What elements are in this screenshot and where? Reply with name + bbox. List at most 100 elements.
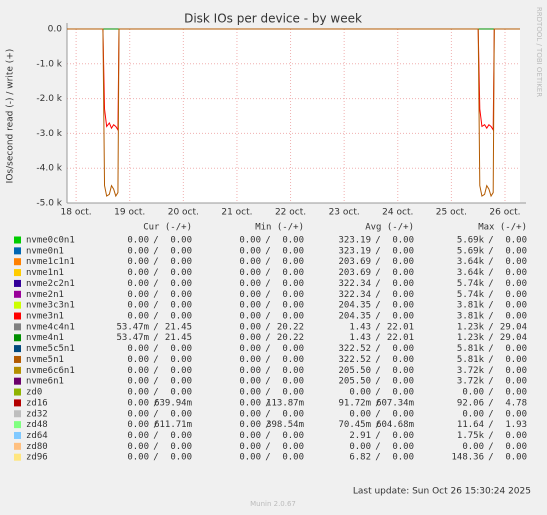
legend-swatch [14, 247, 21, 255]
stat-sep: / [153, 236, 158, 246]
stat-sep: / [153, 322, 158, 332]
stat-sep: / [488, 420, 493, 430]
stat-read: 0.00 [127, 268, 149, 278]
stat-write: 0.00 [170, 355, 192, 365]
stat-read: 0.00 [239, 420, 261, 430]
stat-read: 0.00 [239, 453, 261, 463]
legend-swatch [14, 399, 21, 407]
stat-read: 0.00 [239, 279, 261, 289]
stat-read: 91.72m [338, 398, 371, 408]
stat-sep: / [265, 398, 270, 408]
stat-read: 0.00 [239, 388, 261, 398]
stat-write: 21.45 [165, 333, 192, 343]
legend-label: nvme1n1 [26, 268, 64, 278]
legend-label: zd16 [26, 398, 48, 408]
stat-write: 0.00 [392, 366, 414, 376]
stat-read: 0.00 [239, 290, 261, 300]
stat-sep: / [265, 268, 270, 278]
stat-sep: / [488, 322, 493, 332]
stat-read: 322.52 [338, 344, 371, 354]
legend-label: nvme6n1 [26, 377, 64, 387]
stat-sep: / [375, 246, 380, 256]
stat-read: 0.00 [127, 442, 149, 452]
legend-swatch [14, 334, 21, 342]
stat-read: 1.75k [457, 431, 485, 441]
stat-read: 0.00 [239, 442, 261, 452]
legend-label: nvme1c1n1 [26, 257, 75, 267]
stat-read: 0.00 [127, 257, 149, 267]
legend-label: zd32 [26, 409, 48, 419]
stat-read: 3.81k [457, 301, 485, 311]
legend-swatch [14, 236, 21, 244]
stat-read: 148.36 [451, 453, 484, 463]
stat-sep: / [488, 257, 493, 267]
stat-sep: / [153, 398, 158, 408]
stat-read: 0.00 [462, 388, 484, 398]
stat-sep: / [488, 398, 493, 408]
x-tick-label: 19 oct. [114, 208, 145, 218]
stat-write: 0.00 [170, 290, 192, 300]
stat-sep: / [153, 453, 158, 463]
legend-label: zd0 [26, 388, 42, 398]
x-tick-label: 24 oct. [382, 208, 413, 218]
x-tick-label: 21 oct. [221, 208, 252, 218]
stat-read: 204.35 [338, 312, 371, 322]
data-line [67, 28, 520, 198]
stat-read: 0.00 [239, 268, 261, 278]
stat-read: 0.00 [127, 409, 149, 419]
legend-swatch [14, 410, 21, 418]
stat-sep: / [375, 257, 380, 267]
stat-sep: / [488, 236, 493, 246]
stat-write: 20.22 [277, 322, 304, 332]
stat-read: 0.00 [239, 236, 261, 246]
legend-swatch [14, 323, 21, 331]
stat-sep: / [488, 312, 493, 322]
stat-sep: / [265, 442, 270, 452]
stat-read: 205.50 [338, 377, 371, 387]
stat-sep: / [488, 344, 493, 354]
stat-read: 1.23k [457, 333, 485, 343]
stat-sep: / [375, 290, 380, 300]
stat-write: 0.00 [392, 377, 414, 387]
stat-read: 5.81k [457, 344, 485, 354]
stat-read: 53.47m [116, 322, 149, 332]
stat-sep: / [265, 301, 270, 311]
legend-swatch [14, 312, 21, 320]
stat-write: 0.00 [282, 344, 304, 354]
stat-sep: / [375, 279, 380, 289]
stat-write: 22.01 [387, 322, 414, 332]
stat-write: 0.00 [392, 246, 414, 256]
stat-write: 0.00 [170, 377, 192, 387]
stat-read: 0.00 [239, 366, 261, 376]
stat-read: 70.45m [338, 420, 371, 430]
stat-write: 0.00 [282, 279, 304, 289]
stat-read: 0.00 [239, 333, 261, 343]
stat-read: 0.00 [239, 409, 261, 419]
stat-sep: / [265, 388, 270, 398]
legend-label: nvme0n1 [26, 246, 64, 256]
stat-sep: / [153, 377, 158, 387]
legend-label: nvme4n1 [26, 333, 64, 343]
stat-write: 1.93 [505, 420, 527, 430]
stat-read: 322.34 [338, 279, 371, 289]
stat-sep: / [375, 344, 380, 354]
stat-write: 0.00 [282, 268, 304, 278]
stat-sep: / [375, 409, 380, 419]
stat-read: 0.00 [127, 344, 149, 354]
stat-read: 0.00 [127, 453, 149, 463]
stat-sep: / [265, 246, 270, 256]
stat-write: 0.00 [392, 268, 414, 278]
legend-label: zd96 [26, 453, 48, 463]
y-tick-label: 0.0 [48, 25, 63, 35]
stat-read: 5.81k [457, 355, 485, 365]
stat-sep: / [488, 388, 493, 398]
legend-swatch [14, 431, 21, 439]
stat-read: 0.00 [127, 246, 149, 256]
stat-sep: / [488, 377, 493, 387]
legend-swatch [14, 301, 21, 309]
stat-sep: / [265, 333, 270, 343]
stat-read: 203.69 [338, 257, 371, 267]
y-axis-label: IOs/second read (-) / write (+) [6, 49, 16, 184]
